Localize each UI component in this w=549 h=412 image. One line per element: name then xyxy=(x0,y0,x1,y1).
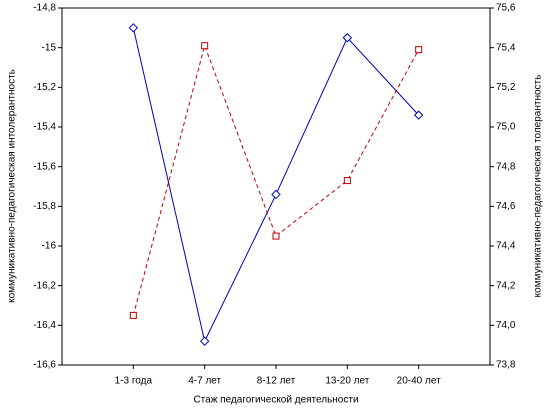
series-line xyxy=(132,27,420,343)
x-tick-label: 13-20 лет xyxy=(325,376,369,387)
y2-tick-label: 74,2 xyxy=(496,280,516,291)
marker xyxy=(199,336,210,346)
marker xyxy=(272,232,280,240)
x-tick-label: 1-3 года xyxy=(115,376,153,387)
y-tick-label: -16,6 xyxy=(33,360,56,371)
y-tick-label: -15,2 xyxy=(33,82,56,93)
marker xyxy=(343,177,351,185)
y-tick-label: -15,8 xyxy=(33,201,56,212)
y-tick-label: -15 xyxy=(42,42,57,53)
y-tick-label: -14,8 xyxy=(33,3,56,14)
y-tick-label: -16,2 xyxy=(33,280,56,291)
x-axis-title: Стаж педагогической деятельности xyxy=(193,395,358,406)
series-line xyxy=(132,44,420,316)
marker xyxy=(201,42,209,50)
y-tick-label: -16 xyxy=(42,241,57,252)
marker xyxy=(271,189,281,200)
y2-tick-label: 74,0 xyxy=(496,320,516,331)
marker xyxy=(129,311,137,319)
y2-tick-label: 75,2 xyxy=(496,82,516,93)
y-tick-label: -15,4 xyxy=(33,122,56,133)
y2-tick-label: 75,6 xyxy=(496,3,516,14)
y2-tick-label: 75,4 xyxy=(496,42,516,53)
y2-tick-label: 75,0 xyxy=(496,122,516,133)
y2-axis-title: коммуникативно-педагогическая толерантно… xyxy=(533,75,544,298)
y2-tick-label: 73,8 xyxy=(496,360,516,371)
y2-tick-label: 74,4 xyxy=(496,241,516,252)
y2-tick-label: 74,6 xyxy=(496,201,516,212)
plot-frame xyxy=(61,7,491,366)
x-tick-label: 8-12 лет xyxy=(257,376,296,387)
marker xyxy=(413,110,424,120)
x-tick-label: 4-7 лет xyxy=(188,376,221,387)
marker xyxy=(342,33,353,43)
y2-tick-label: 74,8 xyxy=(496,161,516,172)
y-tick-label: -15,6 xyxy=(33,161,56,172)
marker xyxy=(415,46,423,54)
marker xyxy=(128,23,139,33)
y-axis-title: коммуникативно-педагогическая интолерант… xyxy=(7,69,18,303)
y-tick-label: -16,4 xyxy=(33,320,56,331)
x-tick-label: 20-40 лет xyxy=(397,376,441,387)
